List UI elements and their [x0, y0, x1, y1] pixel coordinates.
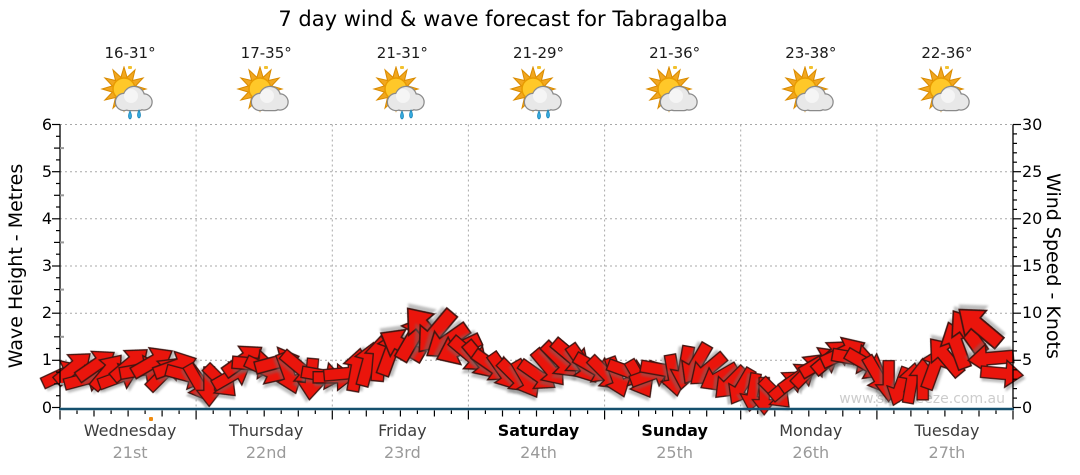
wind-arrow: [751, 376, 778, 416]
day-label: Wednesday: [83, 421, 177, 440]
wind-arrow: [275, 350, 304, 395]
day-label: Thursday: [229, 421, 304, 440]
day-label: Monday: [779, 421, 843, 440]
temp-marker-dot: [672, 66, 677, 69]
temp-marker-dot: [808, 66, 813, 69]
sun-cloud-icon: [236, 65, 296, 128]
temperature-range: 21-31°: [376, 44, 428, 62]
wind-tick-label: 30: [1022, 114, 1043, 134]
date-label: 22nd: [245, 443, 287, 462]
temperature-range: 22-36°: [921, 44, 973, 62]
date-label: 24th: [520, 443, 557, 462]
temp-marker-dot: [264, 66, 269, 69]
wind-tick-label: 10: [1022, 303, 1043, 323]
temperature-range: 17-35°: [240, 44, 292, 62]
wave-tick-label: 4: [41, 208, 52, 228]
wind-tick-label: 5: [1022, 350, 1033, 370]
chart-title: 7 day wind & wave forecast for Tabragalb…: [278, 7, 728, 31]
sun-cloud-rain-icon: [100, 65, 160, 128]
day-label: Friday: [378, 421, 427, 440]
date-label: 26th: [792, 443, 830, 462]
temp-marker-dot: [128, 66, 133, 69]
sun-cloud-icon: [644, 65, 705, 128]
temp-marker-dot: [944, 66, 949, 69]
date-label: 25th: [656, 443, 694, 462]
time-marker-dot: [149, 417, 153, 421]
temp-marker-dot: [400, 66, 405, 69]
temperature-range: 21-29°: [512, 44, 565, 62]
temperature-range: 23-38°: [785, 44, 837, 62]
sun-cloud-rain-icon: [508, 65, 569, 128]
day-label: Tuesday: [914, 421, 980, 440]
wave-tick-label: 0: [41, 397, 52, 417]
date-label: 27th: [928, 443, 966, 462]
sun-cloud-icon: [917, 65, 977, 128]
sun-cloud-rain-icon: [372, 65, 432, 128]
day-label: Sunday: [641, 421, 708, 440]
day-label: Saturday: [497, 421, 580, 440]
wind-tick-label: 15: [1022, 256, 1043, 275]
wave-tick-label: 3: [41, 256, 52, 275]
wind-tick-label: 25: [1022, 161, 1043, 181]
wave-tick-label: 1: [41, 350, 52, 370]
wave-tick-label: 6: [41, 114, 52, 134]
temperature-range: 16-31°: [104, 44, 156, 62]
temperature-range: 21-36°: [649, 44, 701, 62]
wind-arrow: [958, 308, 1006, 350]
wind-tick-label: 20: [1022, 208, 1043, 228]
wave-tick-label: 2: [41, 303, 52, 323]
date-label: 23rd: [383, 443, 421, 462]
wave-tick-label: 5: [41, 161, 52, 181]
date-label: 21st: [112, 443, 148, 462]
wind-tick-label: 0: [1022, 397, 1033, 417]
temp-marker-dot: [536, 66, 541, 69]
sun-cloud-icon: [781, 65, 841, 128]
wind-arrow: [727, 365, 757, 405]
